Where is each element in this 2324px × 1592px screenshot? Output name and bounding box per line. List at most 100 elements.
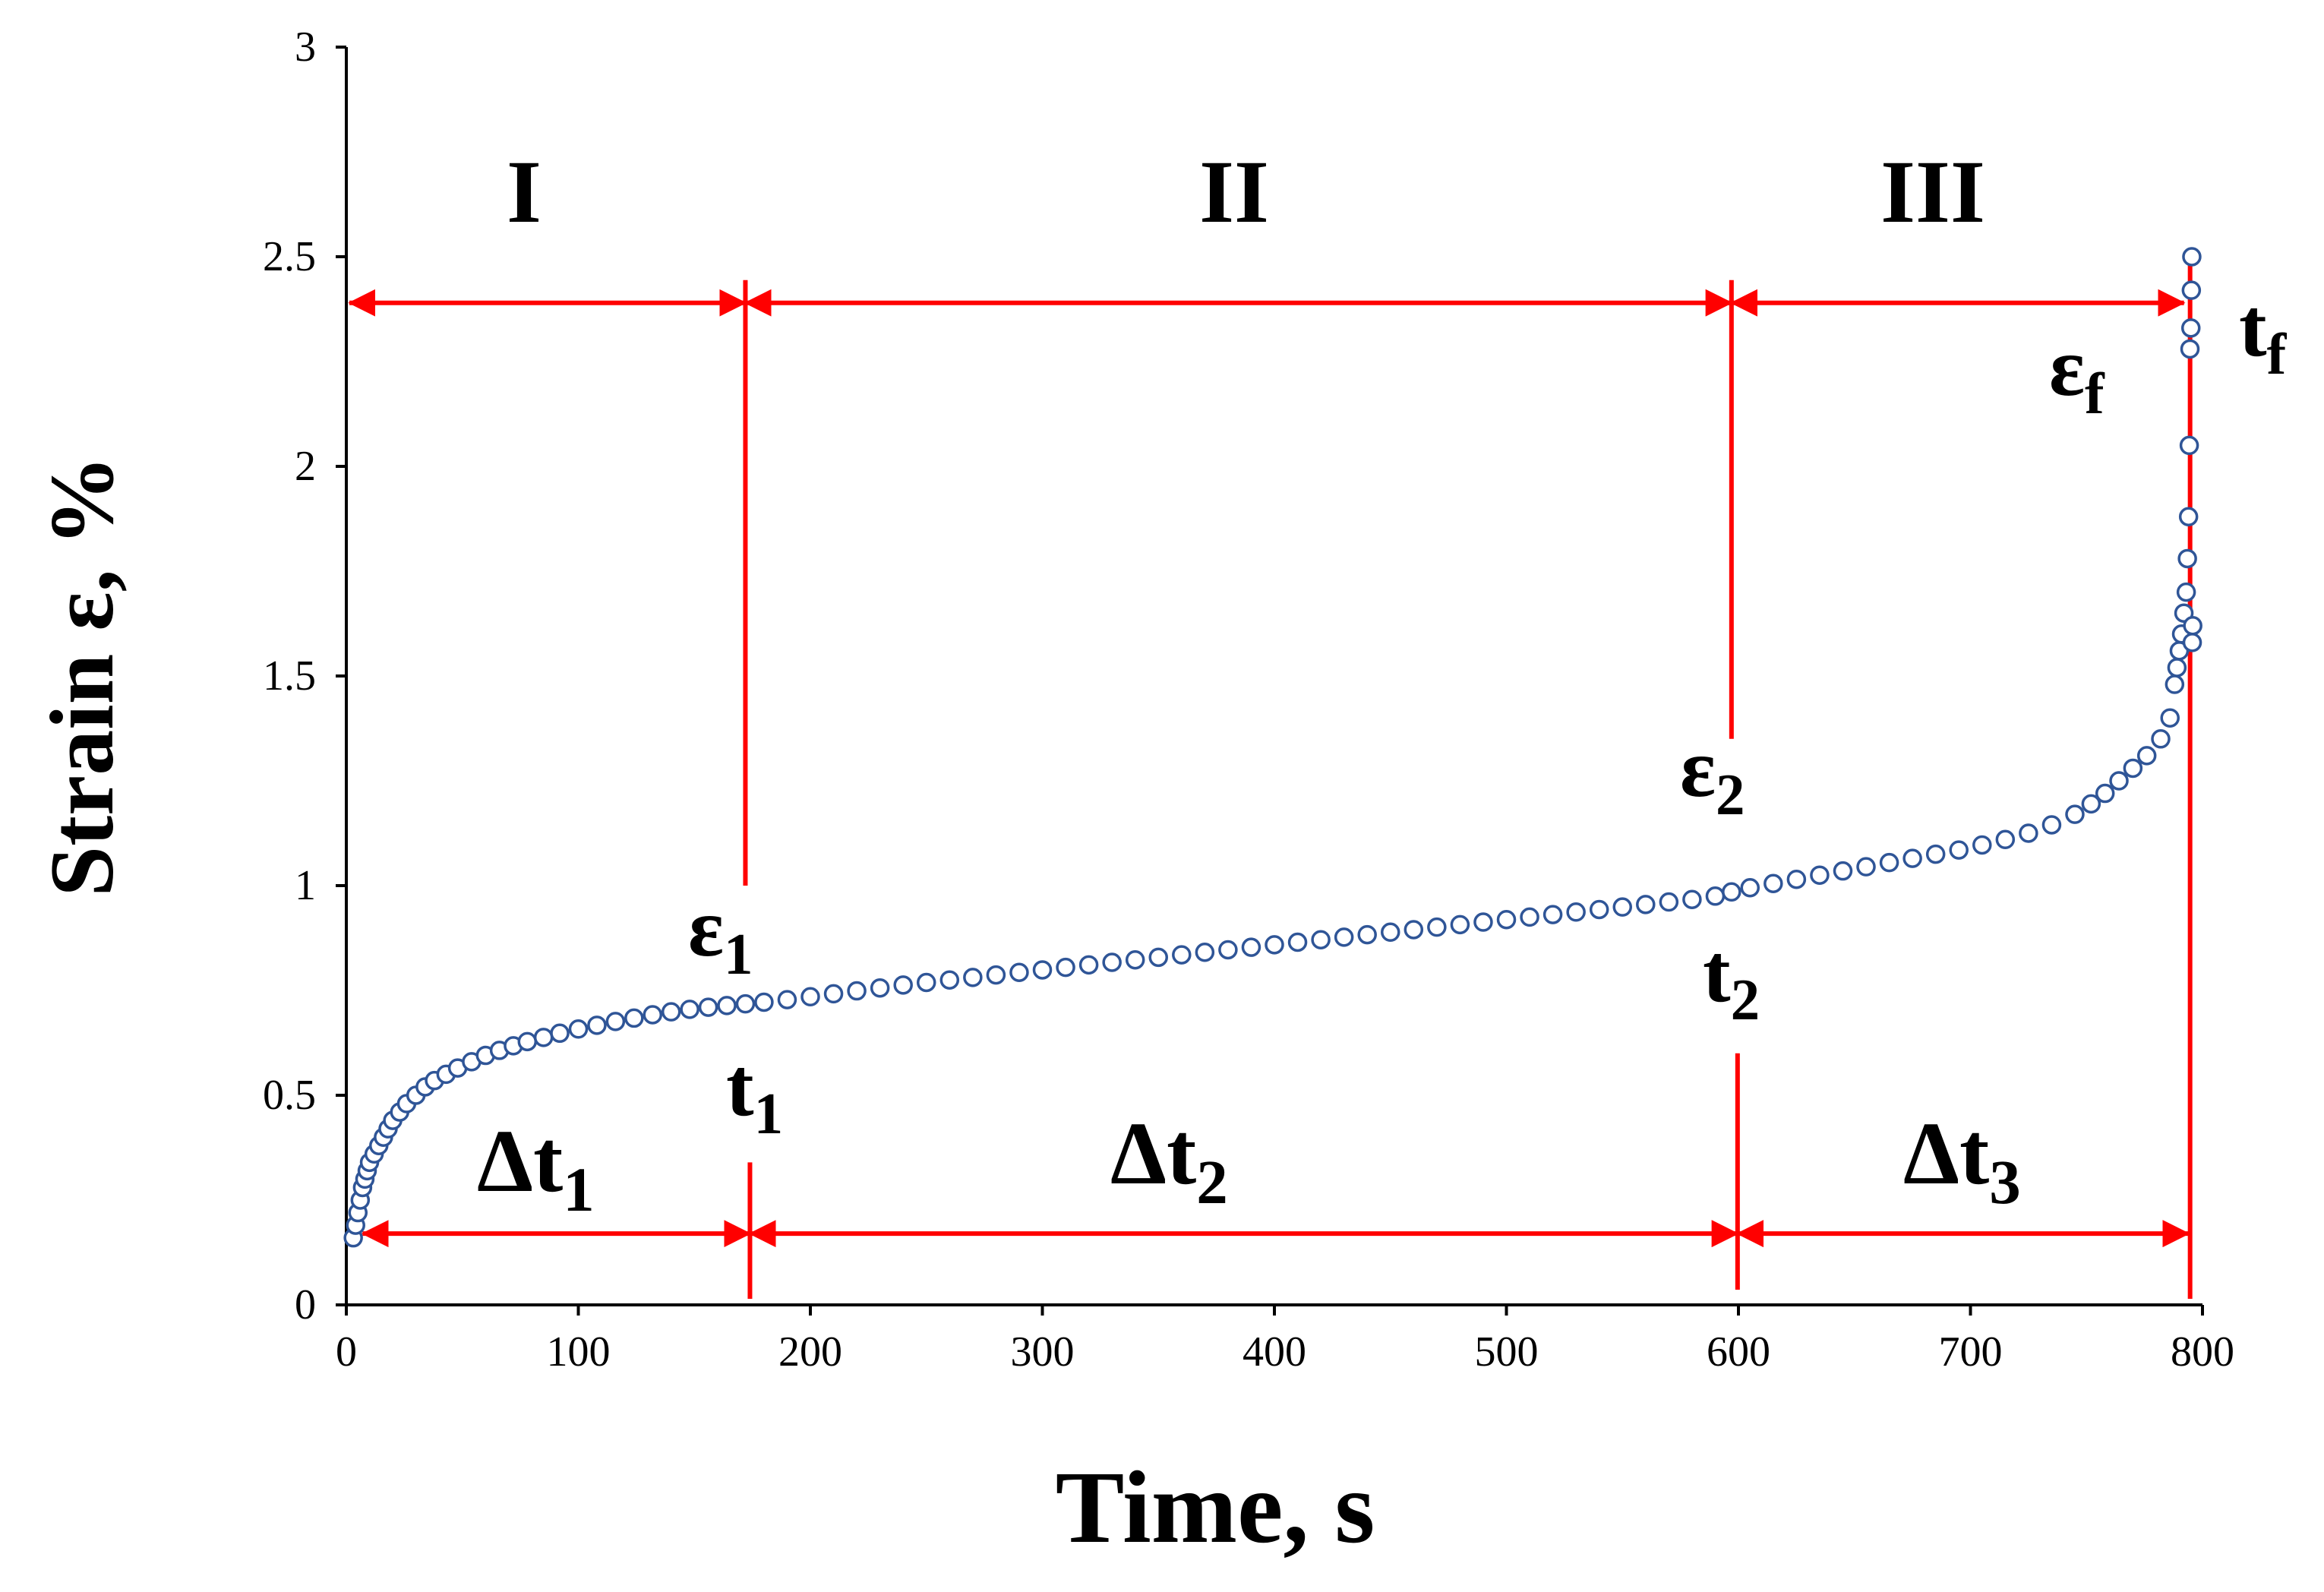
y-tick-label: 0 <box>295 1281 316 1328</box>
data-point <box>777 990 797 1009</box>
y-tick-label: 1 <box>295 862 316 909</box>
data-point <box>1542 905 1563 924</box>
epsilon-f-label: εf <box>2049 321 2105 426</box>
data-point <box>1148 947 1168 968</box>
data-point <box>1949 840 1969 860</box>
data-point <box>2183 616 2202 636</box>
axis-ticks: 0 100 200 300 400 500 600 700 800 0 0.5 1 1.5 2 2.5 3 <box>263 24 2234 1376</box>
data-point <box>1381 922 1400 943</box>
epsilon-2-label: ε2 <box>1680 722 1745 827</box>
data-point <box>735 993 756 1014</box>
data-point <box>2182 633 2202 652</box>
data-point <box>1404 920 1424 940</box>
data-point <box>754 992 774 1012</box>
annotation-lines <box>348 257 2193 1299</box>
data-point <box>2065 804 2085 824</box>
delta-t1-label: Δt1 <box>477 1111 595 1224</box>
data-point <box>1810 865 1830 885</box>
data-point <box>986 965 1006 985</box>
data-point <box>2176 582 2196 602</box>
x-tick-label: 0 <box>336 1328 357 1376</box>
data-point <box>1311 930 1331 949</box>
data-point <box>939 970 960 990</box>
data-point <box>1902 848 1922 868</box>
data-point <box>917 972 936 993</box>
delta-t3-label: Δt3 <box>1903 1104 2021 1217</box>
data-point <box>1520 907 1539 927</box>
data-point <box>550 1023 570 1044</box>
data-point <box>1636 895 1656 914</box>
data-point <box>1566 902 1586 922</box>
data-point <box>1925 844 1946 864</box>
data-point <box>1287 932 1308 952</box>
data-point <box>847 981 867 1001</box>
data-point <box>2181 280 2202 300</box>
data-point <box>2041 815 2062 835</box>
data-point <box>568 1019 589 1039</box>
data-point <box>963 968 983 987</box>
data-point <box>1972 835 1992 855</box>
x-tick-label: 800 <box>2171 1328 2234 1376</box>
data-point <box>2165 674 2185 694</box>
data-point <box>893 975 913 995</box>
data-point <box>1473 912 1493 932</box>
data-point <box>2178 507 2199 526</box>
data-point <box>1172 945 1192 965</box>
data-point <box>1682 889 1702 909</box>
data-point <box>2167 658 2187 678</box>
data-point <box>717 996 737 1016</box>
data-point <box>1265 935 1284 955</box>
t1-label: t1 <box>726 1041 783 1146</box>
x-axis-title: Time, s <box>1056 1451 1375 1565</box>
data-point <box>1740 878 1760 898</box>
data-point <box>1125 949 1145 970</box>
region-label-I: I <box>507 142 542 242</box>
tf-label: tf <box>2239 281 2288 387</box>
y-axis-title: Strain ε, % <box>31 455 132 896</box>
data-point <box>1705 886 1726 906</box>
data-point <box>2109 771 2129 791</box>
data-point <box>533 1028 554 1047</box>
x-tick-label: 400 <box>1243 1328 1306 1376</box>
data-point <box>1427 917 1447 937</box>
data-series <box>343 247 2202 1248</box>
data-point <box>1078 955 1099 975</box>
y-tick-label: 2 <box>295 443 316 490</box>
data-point <box>2019 823 2038 843</box>
x-tick-label: 300 <box>1011 1328 1075 1376</box>
data-point <box>680 1000 699 1019</box>
data-point <box>2180 339 2200 359</box>
x-tick-label: 600 <box>1707 1328 1770 1376</box>
data-point <box>2136 746 2157 766</box>
y-tick-label: 0.5 <box>263 1072 316 1119</box>
data-point <box>661 1002 681 1022</box>
data-point <box>1722 882 1741 902</box>
data-point <box>624 1008 644 1028</box>
y-tick-label: 2.5 <box>263 233 316 280</box>
data-point <box>2182 247 2202 267</box>
data-point <box>1659 892 1679 912</box>
data-point <box>1833 861 1853 881</box>
data-point <box>870 978 890 998</box>
t2-label: t2 <box>1703 927 1760 1032</box>
data-point <box>1241 937 1261 957</box>
x-tick-label: 200 <box>778 1328 842 1376</box>
data-point <box>2151 729 2171 749</box>
data-point <box>1764 873 1783 893</box>
data-point <box>2177 548 2197 569</box>
data-point <box>1450 914 1470 935</box>
data-point <box>2180 318 2201 338</box>
data-point <box>1218 940 1238 960</box>
x-tick-label: 100 <box>547 1328 611 1376</box>
data-point <box>2081 794 2101 814</box>
data-point <box>1357 924 1377 945</box>
data-point <box>823 984 844 1004</box>
data-point <box>1612 897 1632 917</box>
data-point <box>1496 909 1517 930</box>
data-point <box>2179 435 2199 456</box>
data-point <box>605 1012 626 1031</box>
data-point <box>1032 960 1053 980</box>
data-point <box>1856 857 1876 877</box>
